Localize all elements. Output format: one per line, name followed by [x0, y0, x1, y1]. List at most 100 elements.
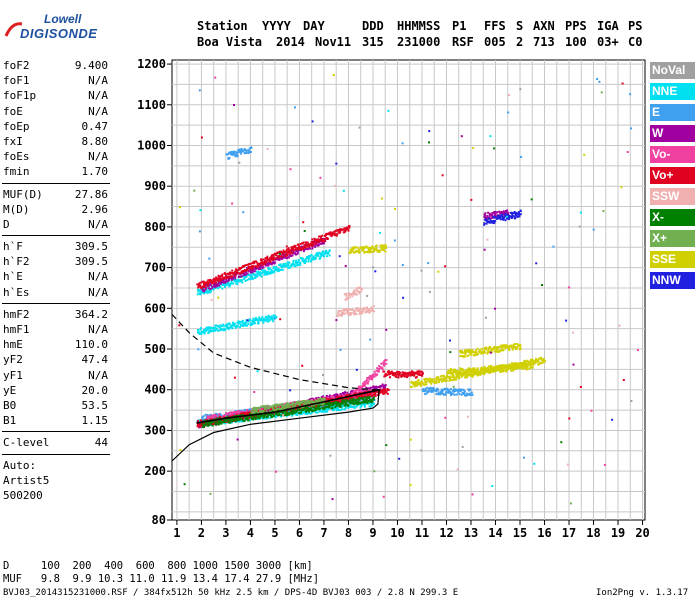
data-point-nne — [226, 326, 229, 329]
data-point-nne — [236, 321, 239, 324]
data-point-e — [248, 147, 251, 150]
data-point-w — [323, 238, 326, 240]
data-point-w — [307, 248, 309, 251]
data-point-x — [229, 421, 231, 424]
data-point-nne — [261, 316, 264, 319]
data-point-w — [342, 392, 345, 394]
data-point-vo — [244, 269, 247, 272]
data-point-nne — [288, 410, 291, 413]
data-point-nne — [280, 266, 283, 269]
data-point-nne — [268, 319, 271, 322]
data-point-x — [368, 396, 371, 399]
data-point-vo — [371, 378, 373, 381]
data-point-vo — [376, 390, 379, 393]
data-point-x — [306, 407, 309, 410]
data-point-nne — [221, 287, 224, 290]
data-point-ssw — [346, 313, 349, 316]
data-point-nne — [276, 267, 279, 270]
y-tick-label: 300 — [144, 423, 166, 437]
data-point-w — [292, 250, 295, 253]
data-point-e — [423, 390, 426, 393]
data-point-e — [427, 389, 430, 392]
x-tick-label: 1 — [173, 526, 180, 540]
data-point-w — [378, 385, 381, 388]
data-point-nne — [285, 415, 288, 418]
data-point-vo — [305, 241, 308, 244]
data-point-x — [309, 409, 312, 411]
data-point-vo — [207, 281, 210, 284]
data-point-w — [203, 290, 206, 293]
data-point-nne — [264, 320, 267, 322]
data-point-x — [358, 396, 361, 399]
data-point-e — [451, 389, 454, 392]
header-value-hhmmss: 231000 — [397, 35, 441, 49]
data-point-vo — [411, 374, 414, 377]
data-point-w — [502, 210, 505, 213]
data-point-w — [273, 262, 276, 264]
data-point-w — [350, 390, 353, 393]
data-point-x — [259, 411, 262, 414]
data-point-vo — [281, 251, 284, 254]
data-point-sse — [419, 384, 422, 387]
data-point-vo — [334, 399, 337, 402]
data-point-sse — [354, 250, 357, 253]
data-point-x — [361, 401, 364, 404]
data-point-x — [300, 409, 302, 412]
data-point-vo — [389, 376, 391, 379]
data-point-sse — [431, 379, 434, 382]
data-point-x — [286, 413, 289, 416]
data-point-sse — [427, 379, 430, 382]
data-point-x — [220, 422, 223, 425]
data-point-x — [358, 398, 361, 401]
data-point-x — [208, 424, 211, 426]
data-point-x — [323, 408, 326, 411]
data-point-vo — [346, 228, 349, 230]
data-point-sse — [348, 251, 351, 254]
y-tick-label: 1000 — [137, 138, 166, 152]
data-point-x — [277, 407, 280, 410]
data-point-sse — [413, 381, 416, 384]
data-point-sse — [382, 245, 385, 247]
data-point-vo — [273, 258, 275, 261]
data-point-vo — [221, 274, 223, 277]
data-point-vo — [350, 393, 353, 396]
data-point-vo — [253, 260, 256, 263]
data-point-nne — [270, 315, 273, 318]
data-point-x — [330, 407, 333, 410]
data-point-vo — [367, 390, 370, 393]
data-point-x — [310, 404, 313, 407]
data-point-x — [246, 418, 249, 421]
data-point-x — [281, 414, 283, 417]
data-point-w — [243, 274, 246, 277]
data-point-ssw — [354, 293, 357, 296]
data-point-nne — [309, 255, 312, 258]
data-point-nne — [230, 324, 233, 327]
data-point-x — [280, 407, 283, 409]
data-point-vo — [211, 282, 213, 285]
data-point-vo — [292, 246, 295, 249]
data-point-nne — [344, 406, 347, 409]
data-point-vo — [361, 396, 364, 398]
data-point-x — [257, 414, 260, 417]
data-point-nne — [279, 269, 282, 271]
x-tick-label: 12 — [439, 526, 453, 540]
data-point-vo — [289, 401, 292, 404]
data-point-ssw — [342, 309, 345, 312]
data-point-vo — [272, 257, 274, 260]
data-point-vo — [348, 225, 351, 228]
data-point-w — [346, 391, 349, 394]
data-point-x — [303, 407, 306, 410]
data-point-vo — [258, 408, 260, 411]
data-point-vo — [249, 262, 252, 265]
data-point-vo — [396, 370, 399, 373]
data-point-vo — [340, 395, 343, 398]
data-point-nne — [226, 325, 229, 328]
data-point-nne — [258, 271, 261, 274]
data-point-nne — [316, 253, 319, 256]
data-point-e — [465, 392, 468, 395]
data-point-vo — [208, 416, 211, 419]
data-point-e — [454, 390, 457, 392]
data-point-vo — [321, 234, 324, 237]
data-point-x — [340, 401, 343, 404]
data-point-x — [319, 397, 322, 400]
